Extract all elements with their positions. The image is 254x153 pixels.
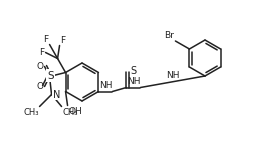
Text: Br: Br	[164, 31, 174, 40]
Text: NH: NH	[165, 71, 179, 80]
Text: N: N	[52, 90, 60, 99]
Text: S: S	[47, 71, 54, 80]
Text: CH₃: CH₃	[62, 108, 78, 116]
Text: NH: NH	[126, 76, 140, 86]
Text: OH: OH	[68, 106, 82, 116]
Text: S: S	[130, 65, 136, 75]
Text: O: O	[36, 62, 43, 71]
Text: F: F	[39, 48, 44, 57]
Text: F: F	[43, 34, 48, 43]
Text: F: F	[60, 35, 66, 45]
Text: NH: NH	[98, 80, 112, 90]
Text: CH₃: CH₃	[23, 108, 38, 116]
Text: O: O	[36, 82, 43, 91]
